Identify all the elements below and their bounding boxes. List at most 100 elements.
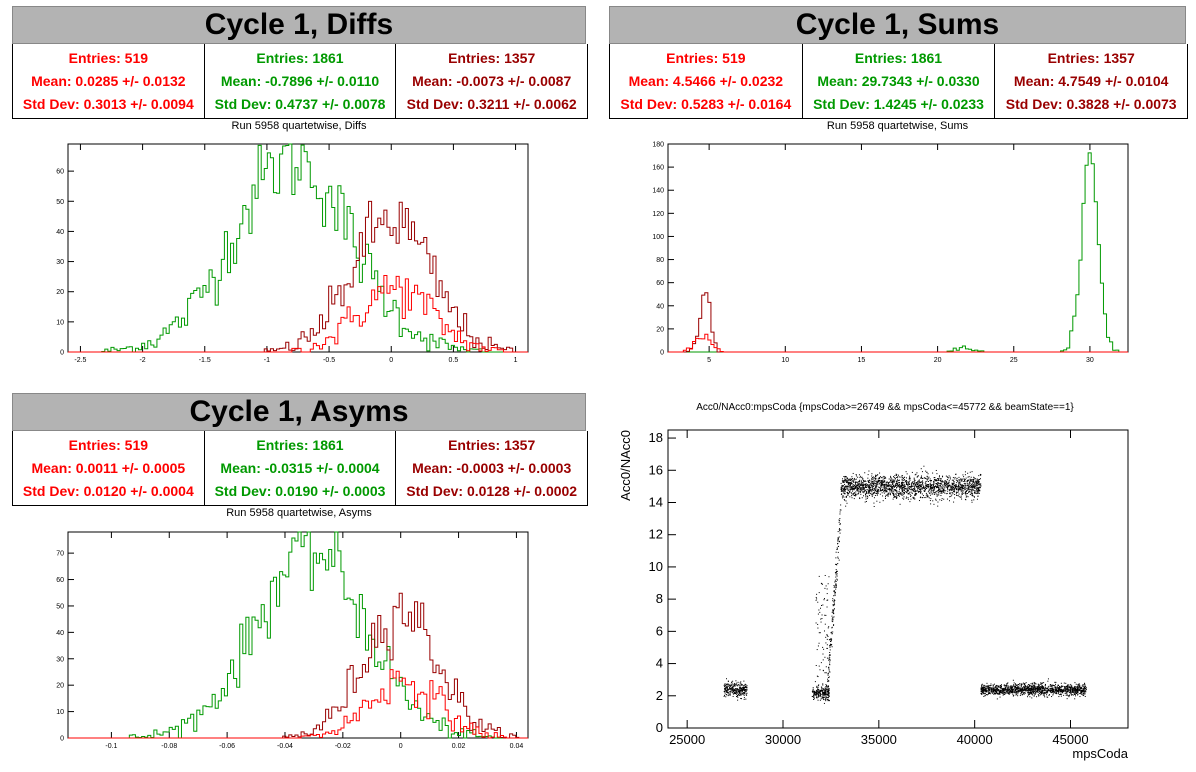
scatter-point: [970, 493, 972, 495]
scatter-point: [1009, 692, 1011, 694]
scatter-point: [871, 473, 873, 475]
scatter-point: [1070, 688, 1072, 690]
scatter-point: [868, 487, 870, 489]
scatter-point: [738, 688, 740, 690]
scatter-point: [902, 497, 904, 499]
scatter-point: [827, 678, 829, 680]
scatter-point: [743, 697, 745, 699]
scatter-point: [1034, 691, 1036, 693]
scatter-point: [991, 687, 993, 689]
scatter-point: [903, 491, 905, 493]
scatter-point: [742, 687, 744, 689]
scatter-point: [982, 688, 984, 690]
scatter-point: [960, 478, 962, 480]
scatter-point: [916, 485, 918, 487]
scatter-point: [850, 488, 852, 490]
scatter-point: [835, 572, 837, 574]
scatter-point: [1033, 695, 1035, 697]
scatter-point: [940, 487, 942, 489]
scatter-point: [946, 476, 948, 478]
scatter-point: [736, 695, 738, 697]
scatter-point: [736, 694, 738, 696]
scatter-point: [1037, 690, 1039, 692]
scatter-point: [816, 686, 818, 688]
scatter-point: [960, 487, 962, 489]
scatter-point: [820, 694, 822, 696]
scatter-point: [745, 687, 747, 689]
scatter-point: [943, 481, 945, 483]
scatter-point: [965, 496, 967, 498]
scatter-point: [1073, 691, 1075, 693]
scatter-point: [1032, 687, 1034, 689]
scatter-point: [957, 480, 959, 482]
scatter-point: [727, 680, 729, 682]
title-diffs: Cycle 1, Diffs: [12, 6, 586, 44]
scatter-point: [890, 484, 892, 486]
scatter-point: [993, 688, 995, 690]
scatter-point: [937, 480, 939, 482]
scatter-point: [1011, 686, 1013, 688]
scatter-point: [968, 476, 970, 478]
scatter-point: [1058, 688, 1060, 690]
scatter-point: [898, 485, 900, 487]
scatter-point: [899, 487, 901, 489]
scatter-point: [957, 491, 959, 493]
scatter-point: [1067, 688, 1069, 690]
scatter-point: [831, 631, 833, 633]
scatter-point: [1031, 682, 1033, 684]
scatter-point: [925, 492, 927, 494]
scatter-point: [871, 475, 873, 477]
scatter-point: [1004, 684, 1006, 686]
scatter-point: [941, 492, 943, 494]
scatter-point: [888, 493, 890, 495]
scatter-point: [1024, 688, 1026, 690]
scatter-point: [835, 587, 837, 589]
scatter-point: [874, 491, 876, 493]
scatter-point: [901, 490, 903, 492]
scatter-point: [1060, 682, 1062, 684]
scatter-point: [839, 528, 841, 530]
scatter-point: [828, 694, 830, 696]
scatter-point: [859, 498, 861, 500]
scatter-point: [1040, 686, 1042, 688]
scatter-point: [817, 645, 819, 647]
scatter-point: [901, 475, 903, 477]
scatter-point: [1071, 690, 1073, 692]
scatter-point: [918, 485, 920, 487]
scatter-point: [903, 484, 905, 486]
scatter-point: [899, 503, 901, 505]
scatter-point: [1044, 685, 1046, 687]
scatter-point: [742, 685, 744, 687]
scatter-point: [871, 486, 873, 488]
scatter-point: [832, 604, 834, 606]
scatter-point: [857, 484, 859, 486]
scatter-point: [975, 482, 977, 484]
scatter-point: [877, 474, 879, 476]
scatter-point: [815, 665, 817, 667]
scatter-point: [907, 482, 909, 484]
scatter-point: [1072, 689, 1074, 691]
scatter-point: [819, 669, 821, 671]
scatter-point: [832, 612, 834, 614]
scatter-point: [877, 480, 879, 482]
scatter-point: [929, 494, 931, 496]
scatter-point: [848, 481, 850, 483]
scatter-point: [977, 480, 979, 482]
scatter-point: [940, 492, 942, 494]
scatter-point: [905, 488, 907, 490]
scatter-point: [732, 685, 734, 687]
scatter-point: [814, 693, 816, 695]
scatter-point: [822, 689, 824, 691]
scatter-point: [840, 490, 842, 492]
scatter-point: [870, 494, 872, 496]
scatter-point: [825, 672, 827, 674]
scatter-point: [851, 493, 853, 495]
scatter-point: [829, 652, 831, 654]
scatter-point: [942, 490, 944, 492]
scatter-point: [846, 482, 848, 484]
scatter-point: [995, 689, 997, 691]
scatter-point: [1030, 688, 1032, 690]
scatter-point: [874, 494, 876, 496]
scatter-point: [929, 478, 931, 480]
scatter-point: [737, 681, 739, 683]
